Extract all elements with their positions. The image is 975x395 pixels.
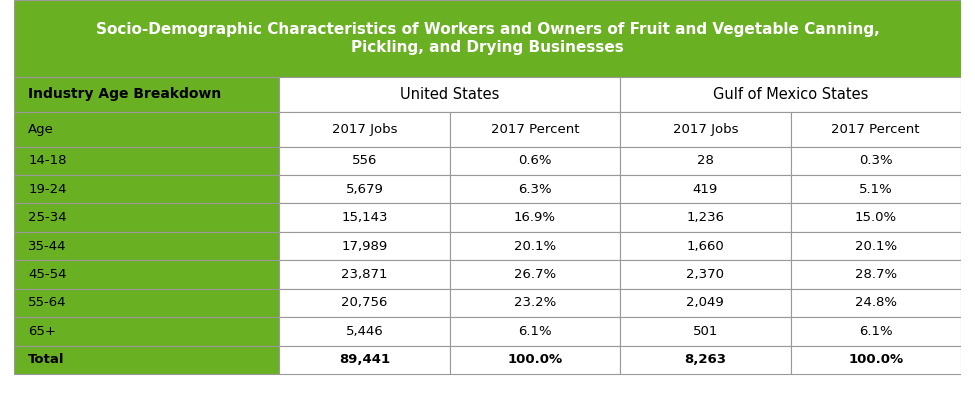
Bar — [14, 112, 279, 147]
Text: 45-54: 45-54 — [28, 268, 66, 281]
Bar — [791, 289, 961, 317]
Text: 2017 Percent: 2017 Percent — [832, 123, 920, 135]
Bar — [279, 175, 449, 203]
Text: 35-44: 35-44 — [28, 240, 66, 252]
Text: 501: 501 — [692, 325, 718, 338]
Bar — [14, 232, 279, 260]
Text: 2,049: 2,049 — [686, 297, 724, 309]
Text: 24.8%: 24.8% — [855, 297, 897, 309]
Text: 100.0%: 100.0% — [848, 354, 903, 366]
Text: Total: Total — [28, 354, 64, 366]
Bar — [791, 232, 961, 260]
Text: United States: United States — [400, 87, 499, 102]
Bar — [620, 112, 791, 147]
Text: 1,236: 1,236 — [686, 211, 724, 224]
Bar — [14, 0, 961, 77]
Bar — [279, 203, 449, 232]
Bar — [620, 346, 791, 374]
Bar — [449, 175, 620, 203]
Text: 419: 419 — [692, 183, 718, 196]
Bar — [620, 203, 791, 232]
Bar — [279, 346, 449, 374]
Text: 20.1%: 20.1% — [855, 240, 897, 252]
Bar — [279, 289, 449, 317]
Bar — [14, 77, 279, 112]
Bar — [14, 346, 279, 374]
Text: Socio-Demographic Characteristics of Workers and Owners of Fruit and Vegetable C: Socio-Demographic Characteristics of Wor… — [96, 22, 879, 55]
Bar — [791, 112, 961, 147]
Bar — [14, 317, 279, 346]
Bar — [791, 175, 961, 203]
Bar — [279, 260, 449, 289]
Bar — [620, 147, 791, 175]
Bar — [279, 112, 449, 147]
Bar — [449, 260, 620, 289]
Bar — [620, 175, 791, 203]
Bar — [279, 317, 449, 346]
Bar — [791, 317, 961, 346]
Bar — [14, 260, 279, 289]
Text: 15,143: 15,143 — [341, 211, 388, 224]
Bar — [791, 346, 961, 374]
Bar — [449, 232, 620, 260]
Text: 26.7%: 26.7% — [514, 268, 556, 281]
Bar — [620, 317, 791, 346]
Bar — [279, 77, 620, 112]
Text: 15.0%: 15.0% — [855, 211, 897, 224]
Text: 14-18: 14-18 — [28, 154, 66, 167]
Bar — [620, 289, 791, 317]
Text: 2017 Jobs: 2017 Jobs — [673, 123, 738, 135]
Bar — [14, 289, 279, 317]
Text: 1,660: 1,660 — [686, 240, 724, 252]
Text: 6.3%: 6.3% — [518, 183, 552, 196]
Text: 17,989: 17,989 — [341, 240, 387, 252]
Bar — [620, 260, 791, 289]
Bar — [279, 232, 449, 260]
Bar — [449, 346, 620, 374]
Text: 2017 Percent: 2017 Percent — [490, 123, 579, 135]
Text: 2,370: 2,370 — [686, 268, 724, 281]
Bar — [449, 147, 620, 175]
Text: 19-24: 19-24 — [28, 183, 66, 196]
Bar — [449, 112, 620, 147]
Text: 556: 556 — [352, 154, 377, 167]
Bar — [14, 175, 279, 203]
Bar — [620, 77, 961, 112]
Text: 0.6%: 0.6% — [518, 154, 552, 167]
Text: 23,871: 23,871 — [341, 268, 388, 281]
Text: 6.1%: 6.1% — [859, 325, 892, 338]
Text: 28: 28 — [697, 154, 714, 167]
Text: 89,441: 89,441 — [339, 354, 390, 366]
Text: 16.9%: 16.9% — [514, 211, 556, 224]
Bar — [14, 147, 279, 175]
Text: 8,263: 8,263 — [684, 354, 726, 366]
Bar — [791, 147, 961, 175]
Text: 23.2%: 23.2% — [514, 297, 556, 309]
Text: 5.1%: 5.1% — [859, 183, 892, 196]
Text: 5,679: 5,679 — [345, 183, 383, 196]
Text: 55-64: 55-64 — [28, 297, 66, 309]
Bar — [449, 289, 620, 317]
Text: Industry Age Breakdown: Industry Age Breakdown — [28, 87, 221, 102]
Text: 100.0%: 100.0% — [507, 354, 563, 366]
Text: 20.1%: 20.1% — [514, 240, 556, 252]
Bar — [14, 203, 279, 232]
Text: 65+: 65+ — [28, 325, 57, 338]
Text: Gulf of Mexico States: Gulf of Mexico States — [713, 87, 868, 102]
Bar — [791, 260, 961, 289]
Bar — [279, 147, 449, 175]
Bar — [449, 203, 620, 232]
Text: 25-34: 25-34 — [28, 211, 67, 224]
Text: Age: Age — [28, 123, 55, 135]
Bar — [449, 317, 620, 346]
Text: 5,446: 5,446 — [345, 325, 383, 338]
Text: 2017 Jobs: 2017 Jobs — [332, 123, 397, 135]
Text: 0.3%: 0.3% — [859, 154, 892, 167]
Bar — [791, 203, 961, 232]
Text: 20,756: 20,756 — [341, 297, 388, 309]
Text: 6.1%: 6.1% — [518, 325, 552, 338]
Bar — [620, 232, 791, 260]
Text: 28.7%: 28.7% — [855, 268, 897, 281]
